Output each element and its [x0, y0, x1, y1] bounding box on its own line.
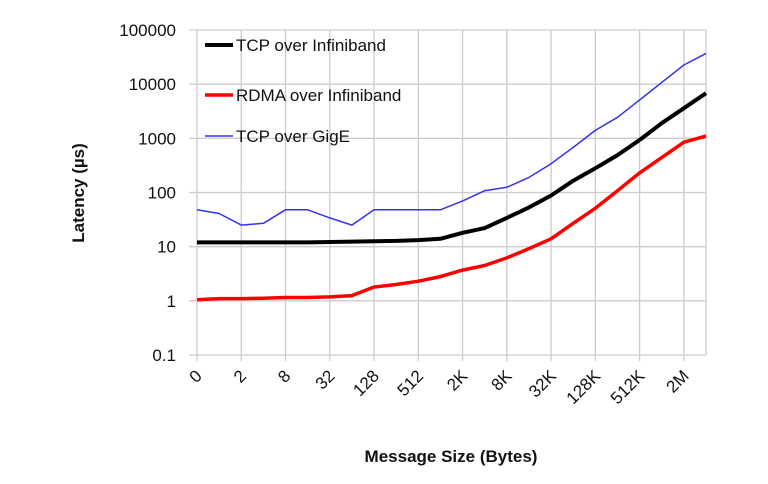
x-tick-labels: 0 2 8 32 128 512 2K 8K 32K 128K 512K 2M: [186, 366, 693, 408]
y-tick-label: 10: [157, 238, 176, 257]
legend: TCP over Infiniband RDMA over Infiniband T…: [205, 36, 401, 146]
x-tick-label: 32: [312, 366, 339, 393]
x-tick-label: 512: [394, 366, 427, 399]
legend-label: TCP over GigE: [236, 127, 350, 146]
y-tick-label: 1000: [138, 129, 176, 148]
x-tick-label: 512K: [607, 366, 649, 408]
y-tick-label: 1: [167, 292, 176, 311]
y-tick-labels: 0.1 1 10 100 1000 10000 100000: [119, 21, 176, 365]
legend-label: RDMA over Infiniband: [236, 86, 401, 105]
x-tick-label: 128: [349, 366, 382, 399]
series-line-0: [197, 91, 708, 245]
x-tick-label: 2K: [443, 366, 472, 395]
x-tick-label: 32K: [525, 366, 560, 401]
grid: [189, 29, 707, 361]
x-tick-label: 8K: [488, 366, 517, 395]
x-tick-label: 128K: [563, 366, 605, 408]
series-line-1: [196, 134, 707, 302]
series-lines: [196, 52, 708, 302]
x-tick-label: 2M: [663, 366, 693, 396]
y-tick-label: 100000: [119, 21, 176, 40]
x-tick-label: 2: [230, 366, 250, 386]
x-axis-title: Message Size (Bytes): [365, 447, 538, 466]
y-tick-label: 10000: [129, 75, 176, 94]
y-axis-title: Latency (µs): [69, 143, 88, 243]
x-tick-label: 8: [274, 366, 294, 386]
x-tick-label: 0: [186, 366, 206, 386]
y-tick-label: 0.1: [152, 346, 176, 365]
legend-label: TCP over Infiniband: [236, 36, 386, 55]
series-line-2: [196, 52, 707, 226]
y-tick-label: 100: [148, 184, 176, 203]
